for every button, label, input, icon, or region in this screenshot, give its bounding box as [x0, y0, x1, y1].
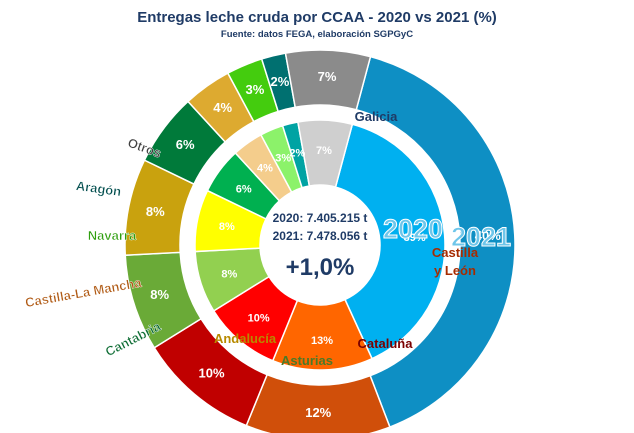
value-label-2020-castilla-la-mancha: 4% — [257, 163, 273, 175]
outer-ring-year-label: 2021 — [451, 222, 511, 252]
category-label-asturias: Asturias — [281, 353, 333, 368]
value-label-2021-aragon: 2% — [271, 74, 290, 89]
change-percent: +1,0% — [286, 254, 355, 281]
chart-title: Entregas leche cruda por CCAA - 2020 vs … — [137, 9, 497, 26]
total-2021: 2021: 7.478.056 t — [273, 229, 368, 243]
value-label-2021-galicia: 40% — [475, 228, 501, 243]
slice-2021-otros — [284, 49, 372, 111]
value-label-2020-cataluna: 10% — [248, 313, 270, 325]
value-label-2020-aragon: 2% — [289, 148, 305, 160]
value-label-2020-andalucia: 8% — [219, 221, 235, 233]
value-label-2021-castilla-la-mancha: 4% — [213, 100, 232, 115]
value-label-2021-cataluna: 10% — [199, 365, 225, 380]
value-label-2021-asturias: 8% — [150, 287, 169, 302]
value-label-2021-navarra: 3% — [245, 82, 264, 97]
center-hole — [260, 185, 380, 305]
category-label-castilla-la-mancha: Castilla-La Mancha — [24, 275, 143, 310]
slice-2021-castilla-y-leon — [245, 373, 391, 433]
category-label-andalucia: Andalucía — [214, 331, 277, 346]
inner-ring-2020 — [194, 119, 446, 371]
percentage-labels: 40%12%10%8%8%6%4%3%2% 7%39%13%10%8%8%6%4%… — [146, 69, 501, 420]
value-label-2020-galicia: 39% — [404, 232, 426, 244]
value-label-2020-castilla-y-leon: 13% — [311, 335, 333, 347]
value-label-2020-cantabria: 6% — [236, 183, 252, 195]
value-label-2021-cantabria: 6% — [176, 137, 195, 152]
outer-ring-2021 — [124, 49, 516, 433]
total-2020: 2020: 7.405.215 t — [273, 211, 368, 225]
category-label-aragon: Aragón — [75, 178, 122, 199]
value-label-2021-castilla-y-leon: 12% — [305, 405, 331, 420]
value-label-2020-asturias: 8% — [221, 268, 237, 280]
slice-2021-galicia — [355, 55, 516, 429]
category-label-galicia: Galicia — [355, 109, 398, 124]
value-label-2020-navarra: 3% — [275, 152, 291, 164]
value-label-2021-andalucia: 8% — [146, 204, 165, 219]
category-label-castilla-y-leon: Castilla y León — [432, 245, 479, 278]
value-label-2021-otros: 7% — [318, 69, 337, 84]
category-label-navarra: Navarra — [88, 228, 137, 243]
value-label-2020-otros: 7% — [316, 145, 332, 157]
category-label-cataluna: Cataluña — [358, 336, 414, 351]
inner-ring-year-label: 2020 — [383, 214, 443, 244]
chart-subtitle: Fuente: datos FEGA, elaboración SGPGyC — [221, 29, 413, 40]
